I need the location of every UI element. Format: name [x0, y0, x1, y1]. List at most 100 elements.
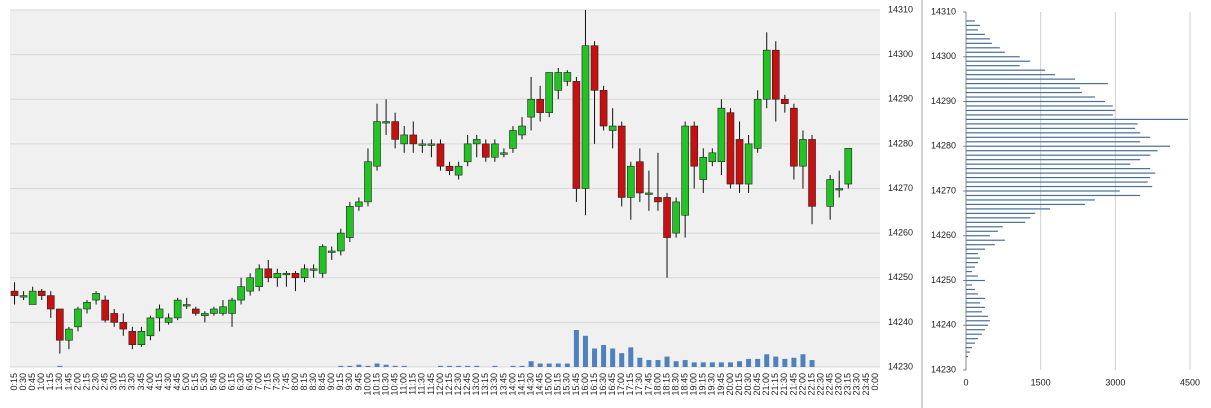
x-tick-label: 20:30 [743, 373, 753, 396]
candle-body [400, 134, 409, 145]
candle-body [599, 90, 608, 127]
x-tick-label: 15:00 [544, 373, 554, 396]
volume-bar [755, 358, 761, 367]
volume-bar [619, 353, 625, 367]
y-tick-label: 14310 [931, 6, 956, 16]
x-tick-label: 0:30 [18, 373, 28, 391]
x-tick-label: 23:00 [834, 373, 844, 396]
x-tick-label: 4:15 [154, 373, 164, 391]
candle-body [626, 165, 635, 198]
candle-body [309, 268, 318, 271]
candle-body [164, 317, 173, 323]
x-tick-label: 4:00 [145, 373, 155, 391]
x-tick-label: 2:00 [72, 373, 82, 391]
candle-body [445, 165, 454, 171]
x-tick-label: 21:15 [770, 373, 780, 396]
candle-body [391, 121, 399, 140]
candle-body [346, 206, 354, 238]
bar [966, 60, 1031, 62]
volume-bar [646, 360, 652, 367]
volume-bar [383, 364, 389, 367]
y-tick-label: 14280 [931, 141, 956, 151]
candle-body [781, 98, 789, 105]
bar [966, 65, 1020, 67]
volume-bar [465, 365, 471, 367]
candle-body [690, 125, 699, 167]
x-tick-label: 9:00 [326, 373, 336, 391]
x-tick-label: 13:45 [498, 373, 508, 396]
candle-body [762, 49, 771, 100]
x-tick-label: 1500 [1031, 377, 1051, 387]
x-tick-label: 5:30 [199, 373, 209, 391]
volume-bar [673, 361, 679, 367]
x-tick-label: 8:45 [317, 373, 327, 391]
candle-body [46, 295, 55, 310]
volume-bar [746, 358, 752, 367]
candle-body [318, 246, 327, 274]
bar [966, 100, 1105, 103]
bar [966, 221, 1026, 223]
candle-body [572, 81, 581, 189]
bar [966, 190, 1120, 192]
volume-bar [782, 358, 788, 367]
volume-bar [356, 364, 362, 367]
y-tick-label: 14270 [888, 183, 913, 193]
x-tick-label: 22:00 [797, 373, 807, 396]
volume-bar [610, 348, 616, 367]
volume-bar [592, 348, 598, 367]
y-tick-label: 14230 [888, 361, 913, 371]
bar [966, 315, 988, 317]
volume-bar [437, 365, 443, 367]
x-tick-label: 13:30 [489, 373, 499, 396]
x-tick-label: 8:15 [299, 373, 309, 391]
x-tick-label: 20:15 [734, 373, 744, 396]
candle-body [56, 308, 64, 341]
bar [966, 42, 992, 44]
y-tick-label: 14310 [888, 4, 913, 14]
x-tick-label: 0:15 [9, 373, 19, 391]
bar [966, 127, 1136, 129]
candle-body [717, 107, 726, 163]
x-tick-label: 14:15 [516, 373, 526, 396]
bar [966, 311, 982, 313]
candle-body [74, 308, 82, 328]
bar [966, 24, 980, 27]
x-tick-label: 19:30 [707, 373, 717, 396]
x-tick-label: 2:30 [90, 373, 100, 391]
bar [966, 217, 1031, 219]
volume-bar [773, 356, 779, 367]
volume-bar [582, 335, 588, 367]
candle-body [291, 272, 300, 279]
candle-body [481, 143, 490, 158]
bar [966, 329, 985, 331]
candle-body [373, 121, 381, 167]
x-tick-label: 19:15 [698, 373, 708, 396]
candle-body [191, 308, 200, 314]
candle-body [463, 143, 472, 163]
bar [966, 355, 968, 358]
bar [966, 176, 1151, 179]
x-tick-label: 10:00 [362, 373, 372, 396]
x-tick-label: 16:00 [580, 373, 590, 396]
candle-body [608, 125, 617, 131]
x-tick-label: 15:15 [553, 373, 563, 396]
x-tick-label: 22:15 [806, 373, 816, 396]
volume-bar [601, 345, 607, 367]
x-tick-label: 1:30 [54, 373, 64, 391]
candle-body [654, 197, 662, 203]
volume-bar [564, 363, 570, 367]
bar [966, 145, 1171, 147]
candle-body [19, 295, 28, 298]
candle-body [427, 143, 436, 146]
candle-body [708, 152, 717, 163]
bar [966, 347, 972, 349]
x-tick-label: 23:45 [861, 373, 871, 396]
bar [966, 78, 1076, 80]
x-tick-label: 0 [963, 377, 968, 387]
bar [966, 87, 1080, 89]
x-tick-label: 4:30 [163, 373, 173, 391]
y-tick-label: 14290 [888, 94, 913, 104]
x-tick-label: 15:30 [562, 373, 572, 396]
candle-body [101, 299, 109, 321]
x-tick-label: 6:15 [226, 373, 236, 391]
